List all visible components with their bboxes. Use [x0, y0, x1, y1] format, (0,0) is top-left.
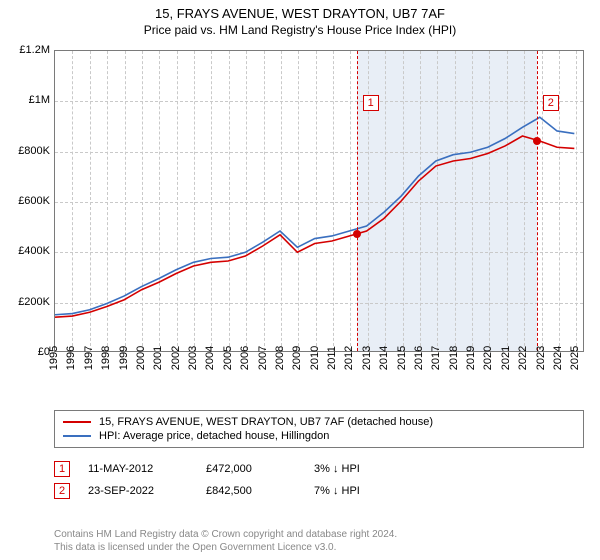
transaction-delta: 7% ↓ HPI — [314, 485, 404, 497]
transaction-price: £472,000 — [206, 463, 296, 475]
chart-subtitle: Price paid vs. HM Land Registry's House … — [0, 21, 600, 41]
marker-dot — [353, 230, 361, 238]
x-tick-label: 2022 — [517, 346, 529, 370]
chart-area: £0£200K£400K£600K£800K£1M£1.2M 12 199519… — [0, 44, 600, 404]
y-tick-label: £1M — [4, 94, 50, 106]
marker-box: 2 — [543, 95, 559, 111]
x-tick-label: 2014 — [378, 346, 390, 370]
x-tick-label: 2000 — [135, 346, 147, 370]
x-tick-label: 2010 — [309, 346, 321, 370]
transaction-date: 23-SEP-2022 — [88, 485, 188, 497]
x-tick-label: 2007 — [257, 346, 269, 370]
legend-swatch — [63, 435, 91, 437]
y-tick-label: £1.2M — [4, 44, 50, 56]
x-tick-label: 2021 — [500, 346, 512, 370]
marker-line — [357, 51, 358, 351]
x-tick-label: 2001 — [152, 346, 164, 370]
x-tick-label: 1996 — [65, 346, 77, 370]
legend-label: HPI: Average price, detached house, Hill… — [99, 430, 329, 442]
x-tick-label: 2025 — [569, 346, 581, 370]
y-tick-label: £800K — [4, 145, 50, 157]
transaction-price: £842,500 — [206, 485, 296, 497]
transaction-table: 1 11-MAY-2012 £472,000 3% ↓ HPI 2 23-SEP… — [54, 458, 584, 502]
x-tick-label: 1999 — [118, 346, 130, 370]
legend-label: 15, FRAYS AVENUE, WEST DRAYTON, UB7 7AF … — [99, 416, 433, 428]
x-tick-label: 1998 — [100, 346, 112, 370]
x-tick-label: 2002 — [170, 346, 182, 370]
footer-line: Contains HM Land Registry data © Crown c… — [54, 528, 397, 541]
x-tick-label: 2011 — [326, 346, 338, 370]
x-tick-label: 2008 — [274, 346, 286, 370]
y-tick-label: £0 — [4, 346, 50, 358]
transaction-row: 1 11-MAY-2012 £472,000 3% ↓ HPI — [54, 458, 584, 480]
plot-area: 12 — [54, 50, 584, 352]
x-tick-label: 2023 — [535, 346, 547, 370]
chart-container: 15, FRAYS AVENUE, WEST DRAYTON, UB7 7AF … — [0, 0, 600, 560]
marker-dot — [533, 137, 541, 145]
shade-region — [357, 51, 537, 351]
transaction-marker-box: 2 — [54, 483, 70, 499]
transaction-row: 2 23-SEP-2022 £842,500 7% ↓ HPI — [54, 480, 584, 502]
legend-item: HPI: Average price, detached house, Hill… — [63, 429, 575, 443]
x-tick-label: 2016 — [413, 346, 425, 370]
x-tick-label: 2013 — [361, 346, 373, 370]
x-tick-label: 2012 — [343, 346, 355, 370]
x-tick-label: 2024 — [552, 346, 564, 370]
y-tick-label: £600K — [4, 195, 50, 207]
x-tick-label: 2018 — [448, 346, 460, 370]
x-tick-label: 1997 — [83, 346, 95, 370]
x-tick-label: 2005 — [222, 346, 234, 370]
x-tick-label: 2003 — [187, 346, 199, 370]
transaction-marker-box: 1 — [54, 461, 70, 477]
y-tick-label: £400K — [4, 245, 50, 257]
x-tick-label: 1995 — [48, 346, 60, 370]
legend-item: 15, FRAYS AVENUE, WEST DRAYTON, UB7 7AF … — [63, 415, 575, 429]
y-tick-label: £200K — [4, 296, 50, 308]
transaction-delta: 3% ↓ HPI — [314, 463, 404, 475]
x-tick-label: 2009 — [291, 346, 303, 370]
x-tick-label: 2017 — [430, 346, 442, 370]
marker-line — [537, 51, 538, 351]
footer-text: Contains HM Land Registry data © Crown c… — [54, 528, 397, 554]
footer-line: This data is licensed under the Open Gov… — [54, 541, 397, 554]
x-tick-label: 2004 — [204, 346, 216, 370]
x-tick-label: 2020 — [482, 346, 494, 370]
x-tick-label: 2019 — [465, 346, 477, 370]
x-tick-label: 2006 — [239, 346, 251, 370]
legend-swatch — [63, 421, 91, 423]
marker-box: 1 — [363, 95, 379, 111]
x-tick-label: 2015 — [396, 346, 408, 370]
chart-title: 15, FRAYS AVENUE, WEST DRAYTON, UB7 7AF — [0, 0, 600, 21]
transaction-date: 11-MAY-2012 — [88, 463, 188, 475]
legend-box: 15, FRAYS AVENUE, WEST DRAYTON, UB7 7AF … — [54, 410, 584, 448]
legend-block: 15, FRAYS AVENUE, WEST DRAYTON, UB7 7AF … — [54, 410, 584, 502]
